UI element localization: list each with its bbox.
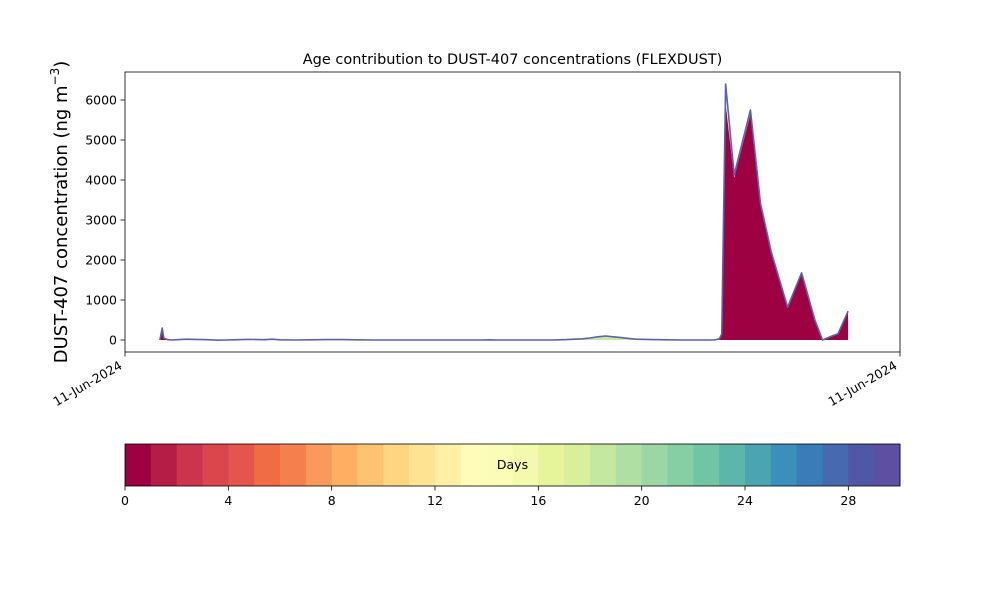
colorbar-tick-label: 0 xyxy=(121,493,129,508)
colorbar-tick-label: 8 xyxy=(328,493,336,508)
colorbar-tick-label: 4 xyxy=(224,493,232,508)
colorbar-tick-label: 20 xyxy=(634,493,650,508)
colorbar-segment xyxy=(125,444,152,486)
y-tick-label: 1000 xyxy=(85,293,117,308)
colorbar-segment xyxy=(590,444,617,486)
chart-title: Age contribution to DUST-407 concentrati… xyxy=(303,52,723,68)
colorbar-tick-label: 24 xyxy=(737,493,753,508)
y-axis-label-close: ) xyxy=(51,61,72,68)
colorbar-frame xyxy=(124,443,901,487)
colorbar-segment xyxy=(280,444,307,486)
series-layer xyxy=(159,83,849,341)
colorbar-tick-label: 12 xyxy=(427,493,443,508)
colorbar-segment xyxy=(693,444,720,486)
colorbar-segment xyxy=(383,444,410,486)
colorbar-segment xyxy=(874,444,901,486)
colorbar-segment xyxy=(486,444,513,486)
colorbar-ticks: 0 4 8 12 16 20 24 28 xyxy=(121,486,856,508)
colorbar: Days 0 4 8 12 16 20 24 28 xyxy=(121,443,901,508)
colorbar-label: Days xyxy=(497,457,528,472)
colorbar-segment xyxy=(667,444,694,486)
y-axis-label: DUST-407 concentration (ng m−3) xyxy=(48,61,72,364)
colorbar-segment xyxy=(822,444,849,486)
colorbar-segment xyxy=(202,444,229,486)
y-tick-label: 3000 xyxy=(85,213,117,228)
y-axis-label-main: DUST-407 concentration (ng m xyxy=(51,85,72,363)
colorbar-segment xyxy=(745,444,772,486)
y-axis-ticks: 0 1000 2000 3000 4000 5000 6000 xyxy=(85,93,125,348)
colorbar-segment xyxy=(848,444,875,486)
y-tick-label: 4000 xyxy=(85,173,117,188)
age-area-0d xyxy=(159,104,849,341)
colorbar-segment xyxy=(641,444,668,486)
y-tick-label: 0 xyxy=(109,333,117,348)
colorbar-segment xyxy=(615,444,643,486)
colorbar-segment xyxy=(435,444,462,486)
y-tick-label: 2000 xyxy=(85,253,117,268)
colorbar-segment xyxy=(176,444,203,486)
colorbar-segments xyxy=(125,444,901,486)
colorbar-segment xyxy=(409,444,436,486)
colorbar-segment xyxy=(357,444,384,486)
y-axis-label-unit-sup: −3 xyxy=(48,68,62,86)
y-tick-label: 6000 xyxy=(85,93,117,108)
plot-frame xyxy=(124,71,901,353)
colorbar-segment xyxy=(512,444,539,486)
colorbar-tick-label: 16 xyxy=(530,493,546,508)
colorbar-segment xyxy=(305,444,333,486)
colorbar-segment xyxy=(331,444,358,486)
colorbar-segment xyxy=(254,444,281,486)
colorbar-segment xyxy=(719,444,746,486)
x-tick-label: 11-Jun-2024 xyxy=(50,358,124,409)
colorbar-segment xyxy=(460,444,488,486)
y-tick-label: 5000 xyxy=(85,133,117,148)
colorbar-segment xyxy=(770,444,798,486)
colorbar-segment xyxy=(796,444,823,486)
colorbar-segment xyxy=(564,444,591,486)
x-axis-ticks: 11-Jun-2024 11-Jun-2024 xyxy=(50,352,901,409)
colorbar-segment xyxy=(150,444,178,486)
colorbar-segment xyxy=(228,444,255,486)
x-tick-label: 11-Jun-2024 xyxy=(825,358,899,409)
colorbar-tick-label: 28 xyxy=(840,493,856,508)
total-concentration-line xyxy=(159,83,849,341)
colorbar-segment xyxy=(538,444,565,486)
